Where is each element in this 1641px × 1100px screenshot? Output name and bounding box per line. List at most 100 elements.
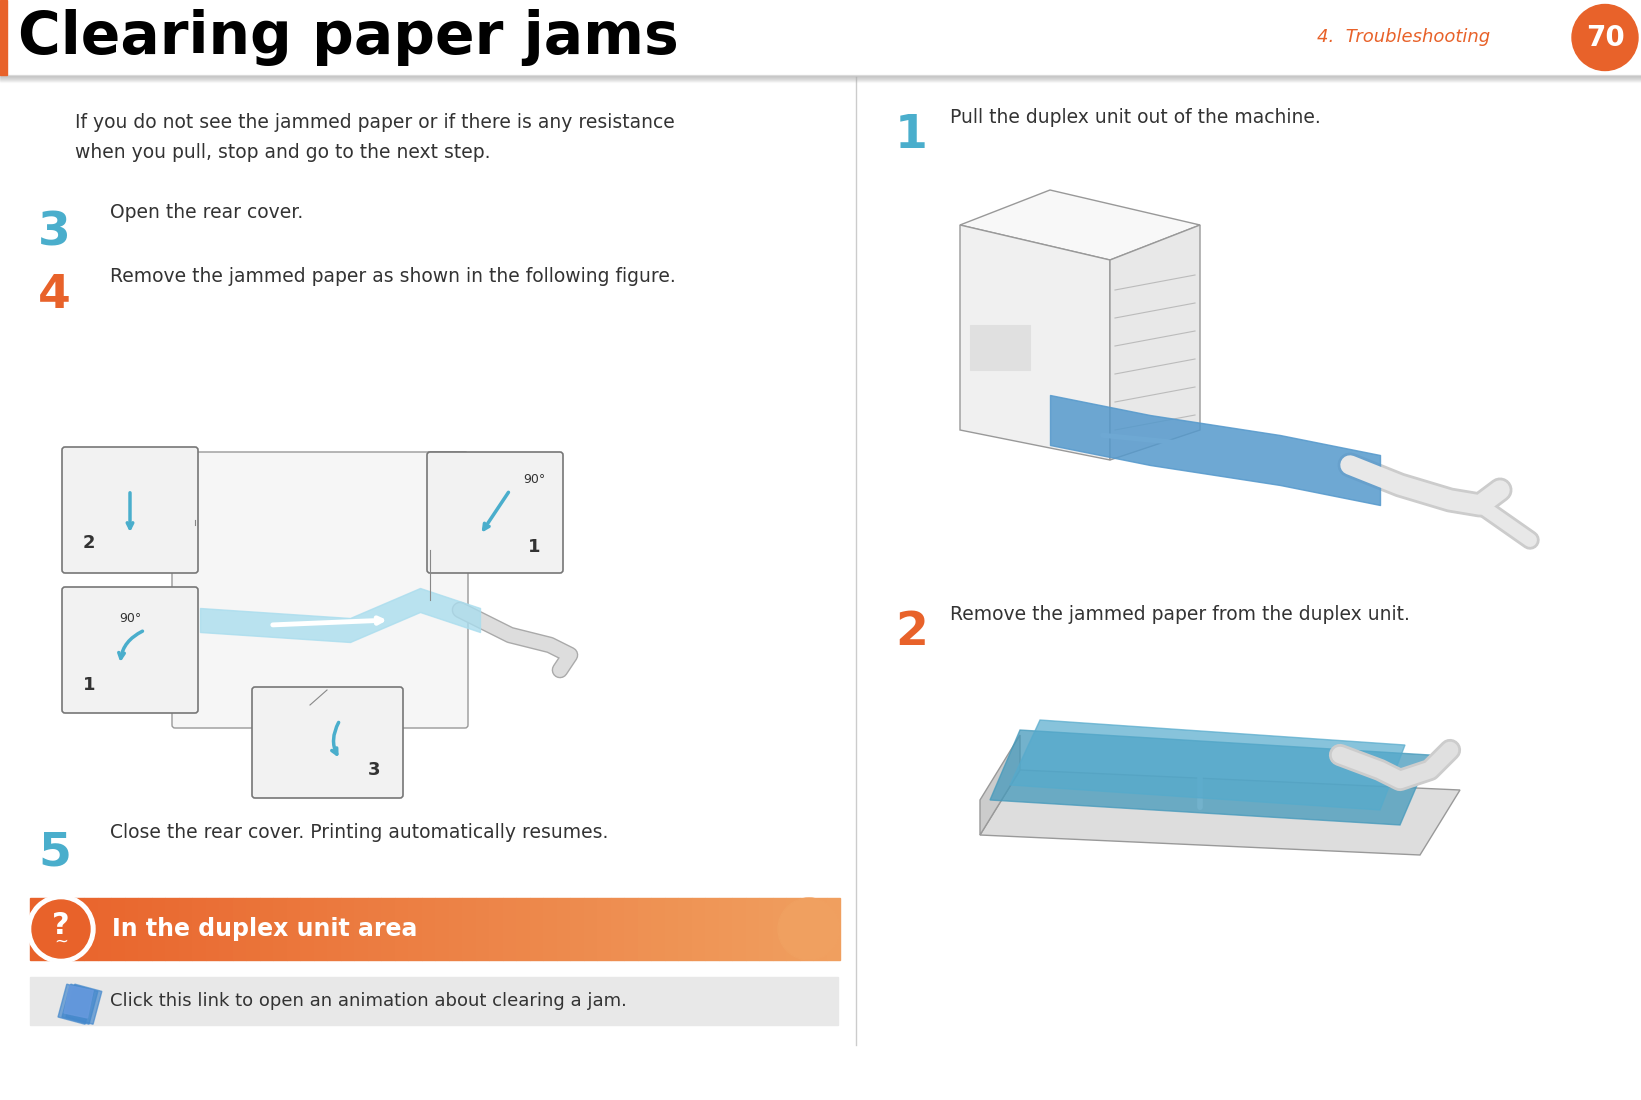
Polygon shape — [980, 770, 1460, 855]
Bar — [930, 180, 1490, 570]
Bar — [409, 898, 422, 960]
Polygon shape — [1109, 226, 1200, 460]
Bar — [502, 898, 515, 960]
Text: 2: 2 — [84, 534, 95, 552]
Bar — [300, 898, 313, 960]
Bar — [691, 898, 706, 960]
Bar — [179, 898, 192, 960]
Bar — [732, 898, 745, 960]
Bar — [138, 898, 151, 960]
Bar — [827, 898, 840, 960]
Bar — [665, 898, 678, 960]
Text: Pull the duplex unit out of the machine.: Pull the duplex unit out of the machine. — [950, 108, 1321, 126]
Bar — [543, 898, 556, 960]
Text: ~: ~ — [54, 933, 67, 952]
Bar — [950, 630, 1470, 950]
Bar — [354, 898, 368, 960]
Bar — [678, 898, 691, 960]
Bar — [233, 898, 246, 960]
Bar — [476, 898, 489, 960]
Text: Click this link to open an animation about clearing a jam.: Click this link to open an animation abo… — [110, 992, 627, 1010]
Bar — [192, 898, 205, 960]
Text: 4: 4 — [38, 273, 71, 318]
Text: 1: 1 — [527, 538, 540, 556]
Bar — [64, 986, 94, 1018]
Bar — [760, 898, 773, 960]
Text: 4.  Troubleshooting: 4. Troubleshooting — [1316, 29, 1490, 46]
Bar — [719, 898, 732, 960]
Bar — [57, 898, 71, 960]
Text: 90°: 90° — [523, 473, 545, 486]
Text: 3: 3 — [368, 761, 381, 779]
Bar — [259, 898, 272, 960]
Text: Remove the jammed paper as shown in the following figure.: Remove the jammed paper as shown in the … — [110, 267, 676, 286]
Bar — [0, 0, 7, 75]
Bar — [624, 898, 637, 960]
Circle shape — [26, 895, 95, 962]
Bar — [530, 898, 543, 960]
Bar — [786, 898, 799, 960]
Bar — [246, 898, 259, 960]
Bar — [66, 984, 102, 1024]
Text: 1: 1 — [84, 676, 95, 694]
Bar — [381, 898, 394, 960]
FancyBboxPatch shape — [427, 452, 563, 573]
Bar — [272, 898, 287, 960]
Bar — [57, 984, 94, 1024]
Bar — [970, 324, 1031, 370]
Bar — [745, 898, 760, 960]
Text: 5: 5 — [38, 830, 71, 874]
Bar — [97, 898, 112, 960]
Bar — [151, 898, 166, 960]
Bar — [706, 898, 719, 960]
Bar — [435, 898, 448, 960]
Bar — [584, 898, 597, 960]
Text: ?: ? — [53, 911, 71, 939]
Text: In the duplex unit area: In the duplex unit area — [112, 917, 417, 940]
Polygon shape — [1009, 720, 1405, 810]
Text: If you do not see the jammed paper or if there is any resistance: If you do not see the jammed paper or if… — [75, 113, 674, 132]
Bar — [84, 898, 97, 960]
Bar — [30, 898, 44, 960]
Text: 90°: 90° — [118, 612, 141, 625]
Bar — [812, 898, 827, 960]
Bar — [287, 898, 300, 960]
Text: Open the rear cover.: Open the rear cover. — [110, 204, 304, 222]
Bar — [448, 898, 463, 960]
Circle shape — [33, 900, 90, 958]
Bar — [30, 977, 839, 1025]
Bar — [799, 898, 812, 960]
Bar — [651, 898, 665, 960]
Bar — [463, 898, 476, 960]
Bar — [71, 898, 84, 960]
Text: 3: 3 — [38, 210, 71, 255]
Bar — [773, 898, 786, 960]
Bar — [597, 898, 610, 960]
FancyBboxPatch shape — [253, 688, 404, 798]
Bar — [62, 984, 98, 1024]
FancyBboxPatch shape — [172, 452, 468, 728]
Bar — [205, 898, 218, 960]
Bar — [610, 898, 624, 960]
Circle shape — [30, 898, 92, 960]
Bar — [569, 898, 584, 960]
Text: 1: 1 — [894, 113, 927, 158]
Text: when you pull, stop and go to the next step.: when you pull, stop and go to the next s… — [75, 143, 491, 162]
FancyBboxPatch shape — [62, 587, 199, 713]
Bar — [112, 898, 125, 960]
Polygon shape — [960, 190, 1200, 260]
Bar — [166, 898, 179, 960]
Bar — [489, 898, 502, 960]
Polygon shape — [980, 735, 1021, 835]
Bar — [44, 898, 57, 960]
Circle shape — [1572, 4, 1638, 70]
Text: Close the rear cover. Printing automatically resumes.: Close the rear cover. Printing automatic… — [110, 823, 609, 842]
Bar — [340, 898, 354, 960]
Text: Clearing paper jams: Clearing paper jams — [18, 9, 679, 66]
Text: 2: 2 — [894, 610, 927, 654]
Bar — [394, 898, 409, 960]
Bar — [515, 898, 530, 960]
Bar — [637, 898, 651, 960]
Bar — [422, 898, 435, 960]
FancyBboxPatch shape — [62, 447, 199, 573]
